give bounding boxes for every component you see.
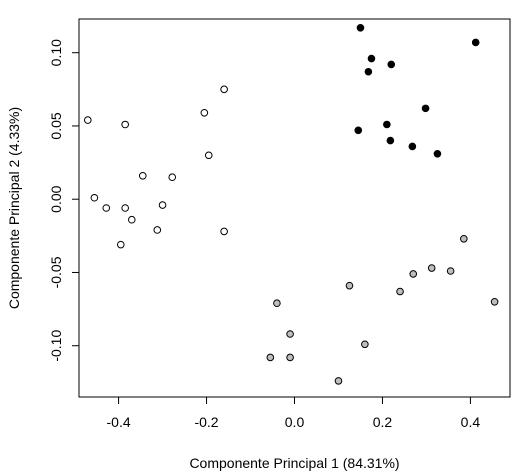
- data-point: [158, 201, 167, 209]
- x-tick-label: 0.4: [461, 414, 481, 430]
- y-tick-label: -0.10: [48, 330, 64, 362]
- plot-frame: [78, 18, 511, 398]
- data-point: [364, 67, 373, 76]
- data-point: [334, 377, 343, 385]
- data-point: [153, 226, 162, 234]
- data-point: [121, 120, 129, 129]
- data-point: [387, 60, 396, 69]
- data-point: [367, 54, 376, 63]
- data-point: [433, 149, 442, 158]
- y-axis-label: Componente Principal 2 (4.33%): [6, 107, 22, 309]
- data-point: [286, 353, 294, 362]
- data-point: [361, 340, 369, 349]
- y-axis: -0.10 -0.05 0.00 0.05 0.10: [48, 39, 79, 362]
- y-tick-label: 0.00: [48, 185, 64, 212]
- data-point: [90, 193, 99, 202]
- data-point: [102, 204, 111, 212]
- data-point: [446, 267, 455, 275]
- data-point: [127, 215, 136, 224]
- data-point: [266, 353, 275, 362]
- data-point: [204, 151, 213, 160]
- data-point: [121, 204, 129, 212]
- data-point: [220, 227, 228, 236]
- data-point: [168, 173, 177, 182]
- y-tick-label: 0.05: [48, 112, 64, 139]
- data-point: [408, 142, 417, 151]
- data-point: [220, 85, 228, 94]
- data-point: [427, 264, 436, 272]
- y-tick-label: -0.05: [48, 256, 64, 288]
- data-point: [396, 287, 404, 296]
- data-point: [200, 108, 209, 117]
- x-axis-label: Componente Principal 1 (84.31%): [189, 455, 399, 471]
- x-axis: -0.4 -0.2 0.0 0.2 0.4: [107, 397, 481, 430]
- data-point: [471, 38, 480, 47]
- x-tick-label: -0.2: [194, 414, 218, 430]
- data-point: [345, 281, 354, 290]
- data-point: [409, 270, 418, 278]
- data-point: [354, 126, 363, 135]
- data-point: [116, 240, 125, 249]
- data-point: [356, 23, 365, 32]
- data-point: [138, 171, 147, 180]
- data-points: [83, 23, 499, 385]
- y-tick-label: 0.10: [48, 39, 64, 66]
- data-point: [83, 116, 92, 124]
- data-point: [273, 299, 281, 308]
- data-point: [460, 234, 468, 243]
- x-tick-label: -0.4: [107, 414, 131, 430]
- data-point: [421, 104, 430, 113]
- x-tick-label: 0.2: [373, 414, 393, 430]
- x-tick-label: 0.0: [285, 414, 305, 430]
- data-point: [286, 330, 294, 338]
- data-point: [386, 136, 395, 145]
- data-point: [383, 120, 391, 129]
- data-point: [490, 297, 499, 306]
